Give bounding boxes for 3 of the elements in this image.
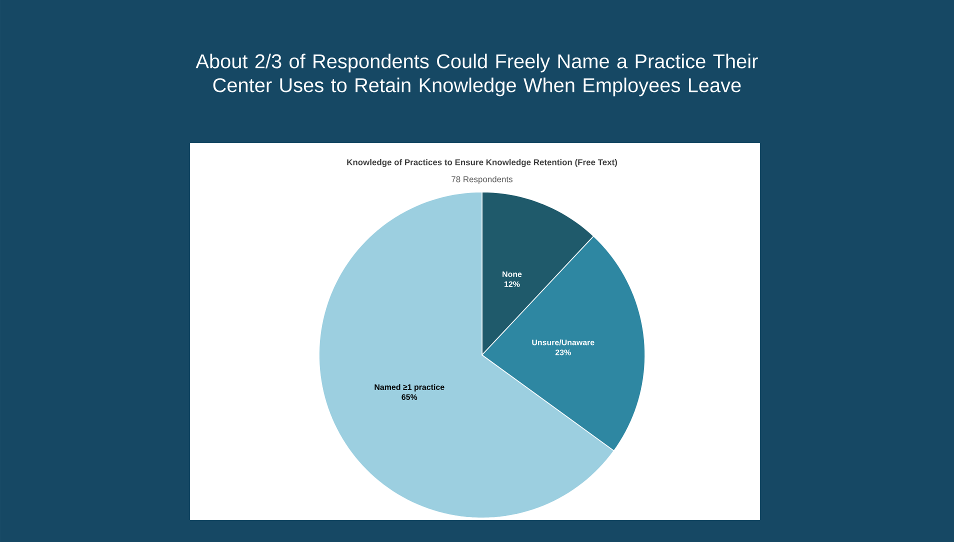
chart-title: About 2/3 of Respondents Could Freely Name a Practice Their Center Uses to Retain Knowledge When Employees Leave xyxy=(196,54,758,96)
text: 78 Respondents xyxy=(452,176,513,184)
chart-subtitle: Knowledge of Practices to Ensure Knowledge Retention (Free Text) xyxy=(347,159,618,167)
